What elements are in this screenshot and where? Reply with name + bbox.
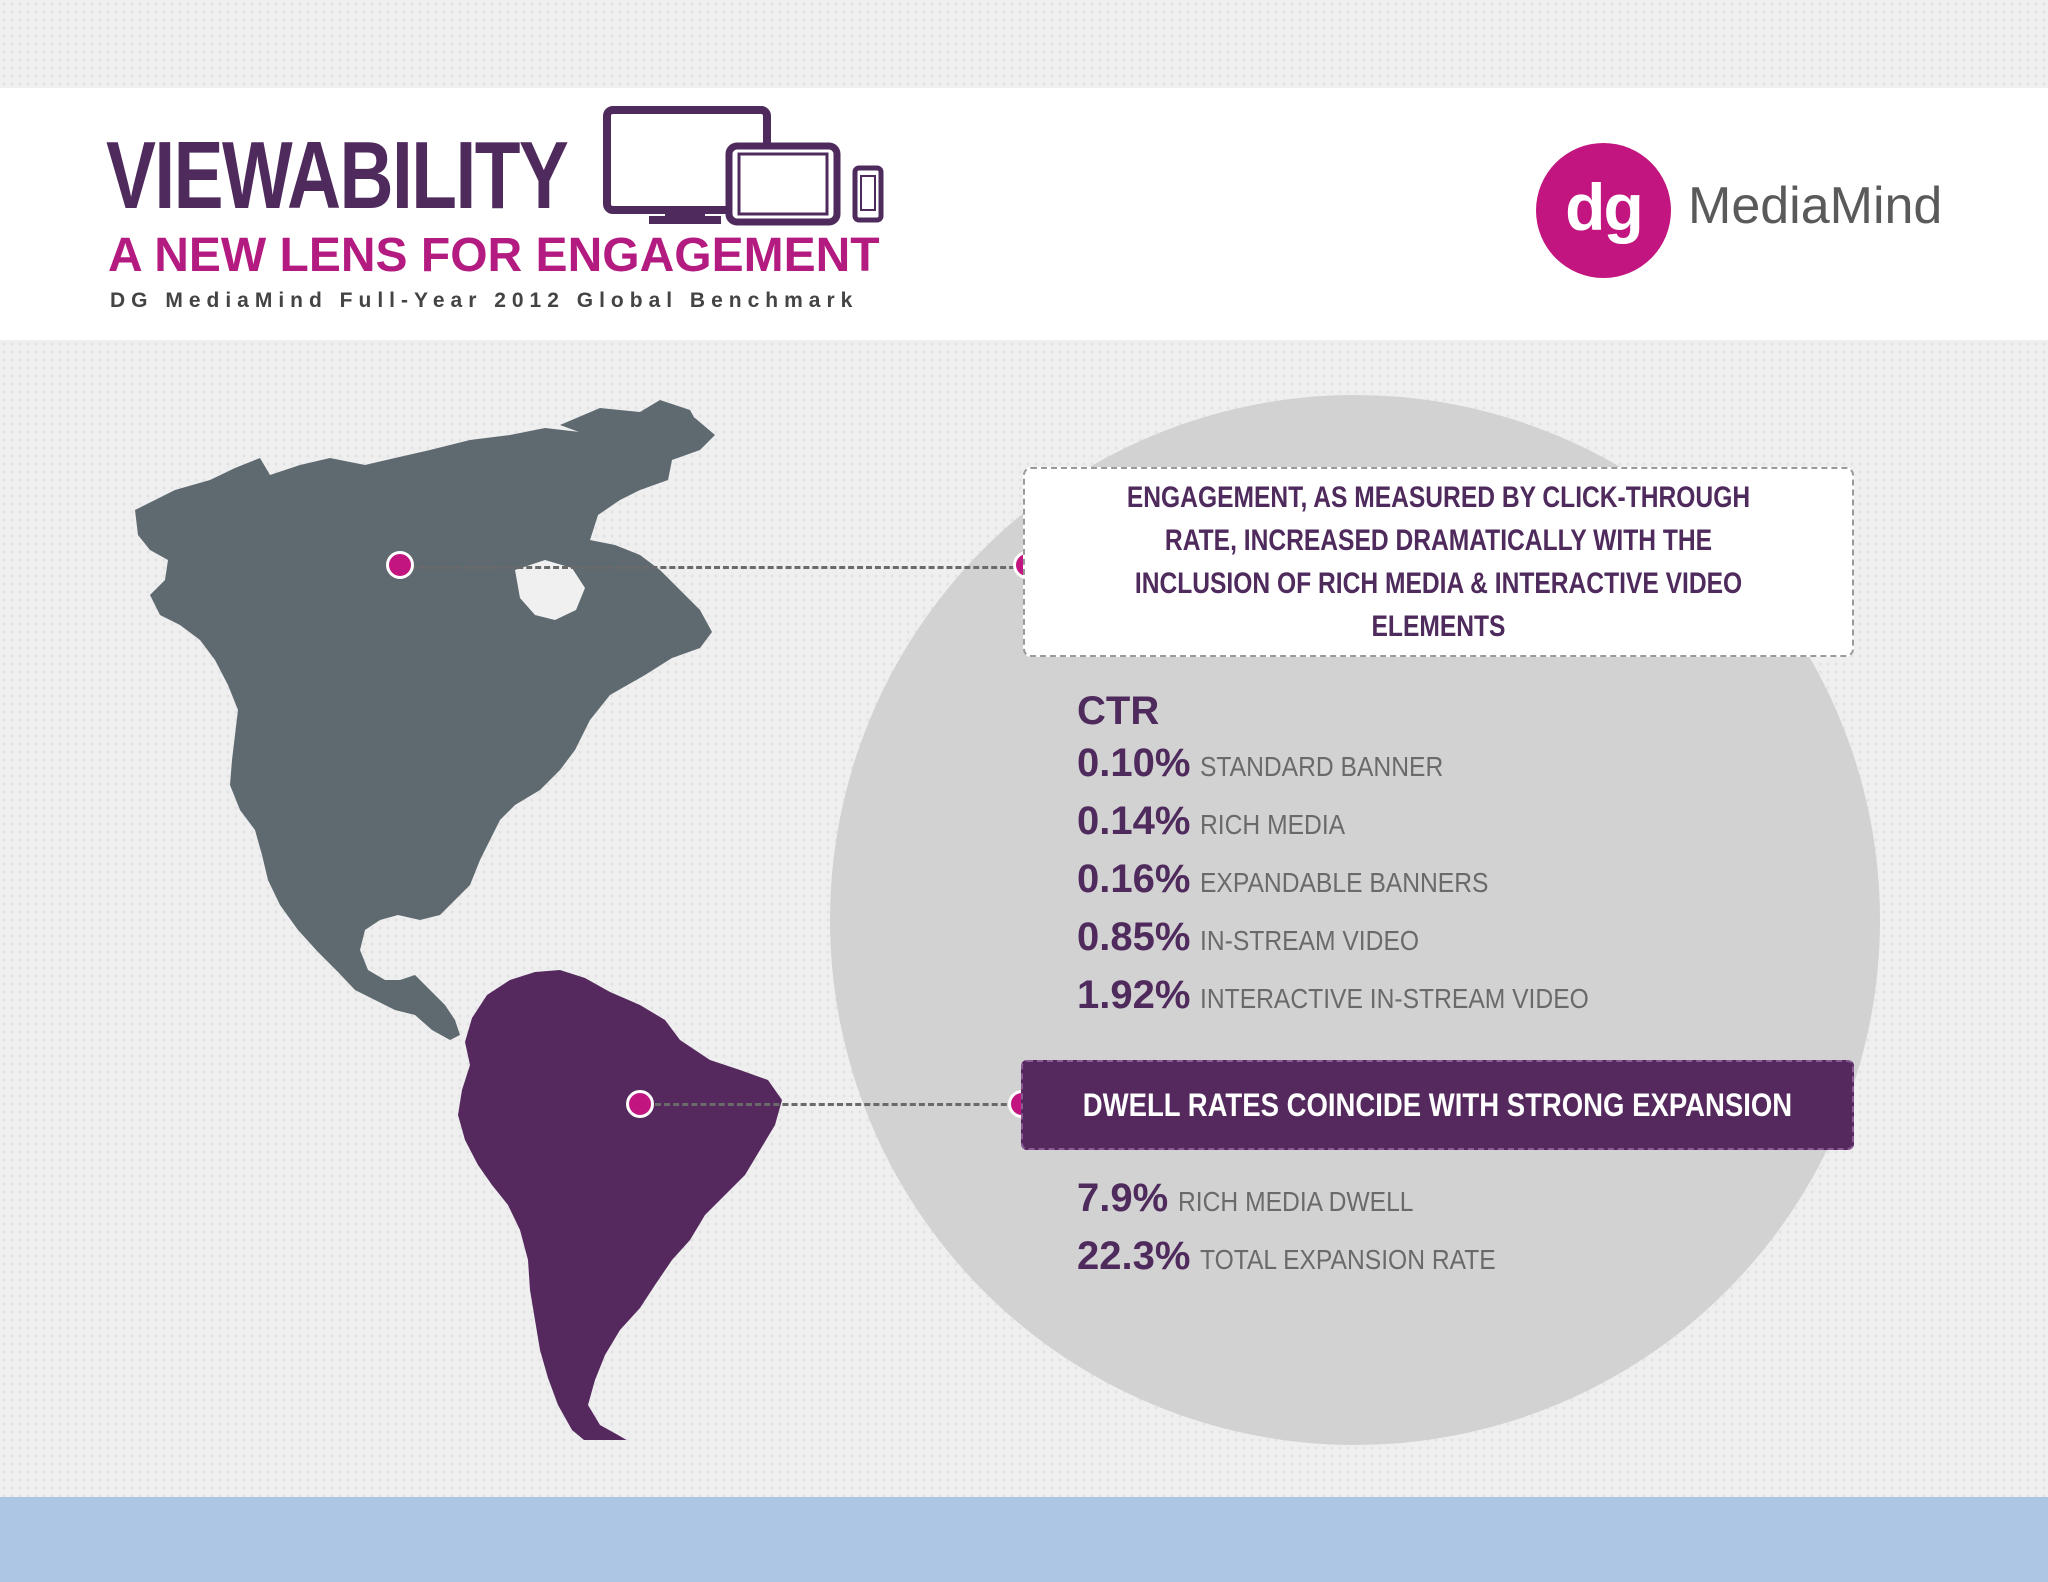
dwell-callout-text: DWELL RATES COINCIDE WITH STRONG EXPANSI… xyxy=(1082,1086,1793,1123)
ctr-label: IN-STREAM VIDEO xyxy=(1200,925,1420,956)
ctr-value: 0.10% xyxy=(1077,741,1191,785)
south-america-connector xyxy=(655,1103,1025,1106)
ctr-value: 0.14% xyxy=(1077,799,1191,843)
ctr-stat-row: 0.85% IN-STREAM VIDEO xyxy=(1077,915,1449,971)
engagement-callout-text: ENGAGEMENT, AS MEASURED BY CLICK-THROUGH… xyxy=(1126,481,1751,643)
north-america-marker xyxy=(386,551,414,579)
dwell-value: 7.9% xyxy=(1077,1176,1169,1220)
ctr-heading: CTR xyxy=(1077,689,1160,733)
ctr-label: INTERACTIVE IN-STREAM VIDEO xyxy=(1200,983,1590,1014)
header xyxy=(0,88,2048,340)
dwell-callout: DWELL RATES COINCIDE WITH STRONG EXPANSI… xyxy=(1021,1060,1854,1150)
north-america-map-icon xyxy=(135,418,715,1040)
logo-wordmark: MediaMind xyxy=(1688,177,1943,235)
dwell-label: TOTAL EXPANSION RATE xyxy=(1200,1244,1497,1275)
south-america-marker xyxy=(626,1090,654,1118)
engagement-callout: ENGAGEMENT, AS MEASURED BY CLICK-THROUGH… xyxy=(1023,467,1854,657)
ctr-value: 1.92% xyxy=(1077,973,1191,1017)
ctr-label: STANDARD BANNER xyxy=(1200,751,1444,782)
greenland-map-icon xyxy=(560,400,700,440)
dwell-label: RICH MEDIA DWELL xyxy=(1178,1186,1414,1217)
page-title: VIEWABILITY xyxy=(106,122,569,229)
ctr-stat-row: 0.10% STANDARD BANNER xyxy=(1077,741,1477,797)
ctr-stat-row: 0.14% RICH MEDIA xyxy=(1077,799,1365,855)
north-america-connector xyxy=(410,566,1024,569)
americas-map-icon xyxy=(135,400,782,1440)
footer-band xyxy=(0,1497,2048,1582)
ctr-label: RICH MEDIA xyxy=(1200,809,1346,840)
dwell-stat-row: 7.9% RICH MEDIA DWELL xyxy=(1077,1176,1446,1232)
ctr-value: 0.16% xyxy=(1077,857,1191,901)
ctr-value: 0.85% xyxy=(1077,915,1191,959)
ctr-stat-row: 0.16% EXPANDABLE BANNERS xyxy=(1077,857,1528,913)
dwell-stat-row: 22.3% TOTAL EXPANSION RATE xyxy=(1077,1234,1537,1290)
devices-icon xyxy=(603,106,884,226)
logo-mark: dg xyxy=(1565,170,1644,244)
ctr-label: EXPANDABLE BANNERS xyxy=(1200,867,1489,898)
benchmark-caption: DG MediaMind Full-Year 2012 Global Bench… xyxy=(110,289,859,312)
hudson-bay-map-icon xyxy=(515,560,585,620)
dotted-background-top xyxy=(0,0,2048,88)
page-subtitle: A NEW LENS FOR ENGAGEMENT xyxy=(108,229,880,282)
south-america-map-icon xyxy=(458,970,782,1440)
logo-badge xyxy=(1536,143,1671,278)
ctr-stat-row: 1.92% INTERACTIVE IN-STREAM VIDEO xyxy=(1077,973,1642,1029)
dwell-value: 22.3% xyxy=(1077,1234,1191,1278)
